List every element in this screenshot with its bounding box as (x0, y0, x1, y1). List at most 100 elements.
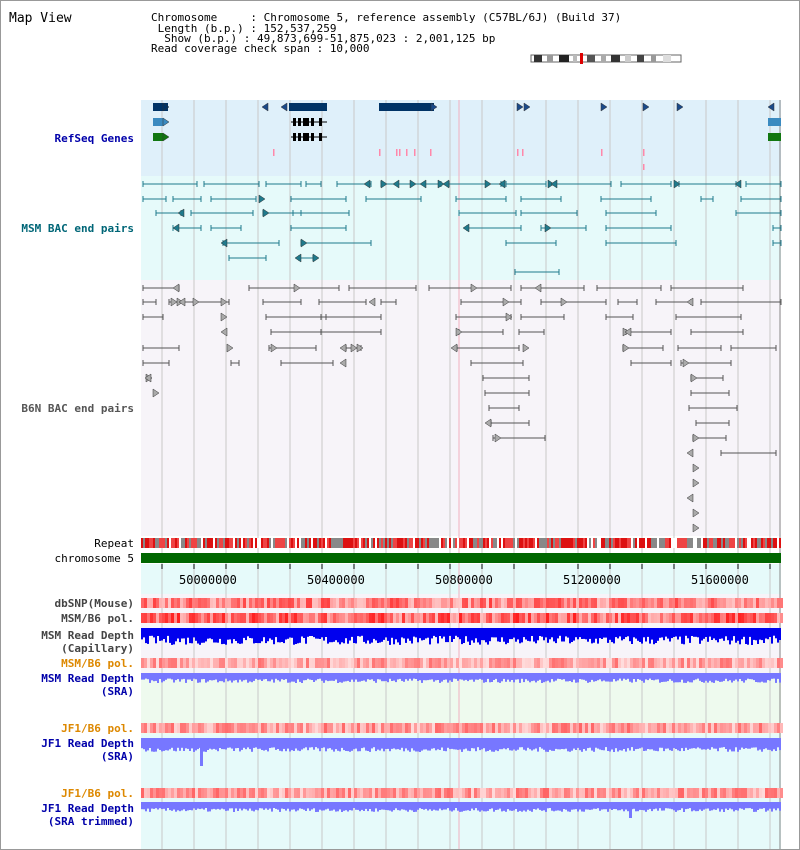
depth-bar (581, 673, 583, 680)
depth-bar (643, 673, 645, 683)
chromosome-ideogram[interactable] (529, 52, 687, 66)
track-label-jf1-b6-pol[interactable]: JF1/B6 pol. (61, 722, 134, 735)
gene-mark (379, 149, 381, 156)
track-label-b6n-bac[interactable]: B6N BAC end pairs (21, 402, 134, 415)
repeat-mark (173, 538, 175, 548)
heat-cell (660, 598, 663, 608)
depth-bar (285, 628, 287, 640)
depth-bar (273, 673, 275, 683)
repeat-mark (569, 538, 571, 548)
track-label-msm-depth-cap[interactable]: MSM Read Depth (41, 629, 134, 642)
repeat-mark (245, 538, 247, 548)
heat-cell (669, 598, 672, 608)
repeat-mark (393, 538, 395, 548)
repeat-mark (451, 538, 453, 548)
heat-cell (474, 598, 477, 608)
depth-bar (507, 802, 509, 810)
depth-bar (417, 628, 419, 643)
track-label-refseq[interactable]: RefSeq Genes (54, 132, 134, 145)
repeat-mark (479, 538, 481, 548)
track-label-msm-b6-pol-sra[interactable]: MSM/B6 pol. (61, 657, 134, 670)
depth-bar (149, 802, 151, 812)
depth-bar (755, 673, 757, 682)
bac-arrow (673, 179, 681, 189)
gene-exon (319, 118, 322, 126)
depth-bar (283, 628, 285, 644)
depth-bar (327, 738, 329, 749)
heat-cell (465, 613, 468, 623)
depth-bar (717, 628, 719, 643)
depth-bar (413, 673, 415, 679)
bac-arrow (686, 297, 694, 307)
heat-cell (348, 658, 351, 668)
heat-cell (771, 723, 774, 733)
heat-cell (543, 598, 546, 608)
depth-bar (435, 802, 437, 811)
repeat-mark (331, 538, 333, 548)
depth-bar (647, 738, 649, 749)
heat-cell (258, 613, 261, 623)
heat-cell (438, 723, 441, 733)
heat-cell (348, 788, 351, 798)
heat-cell (495, 598, 498, 608)
repeat-mark (395, 538, 397, 548)
depth-bar (227, 738, 229, 748)
depth-bar (155, 738, 157, 752)
heat-cell (156, 598, 159, 608)
heat-cell (207, 723, 210, 733)
heat-cell (432, 613, 435, 623)
depth-bar (175, 673, 177, 681)
heat-cell (729, 658, 732, 668)
heat-cell (417, 658, 420, 668)
depth-bar (521, 802, 523, 812)
bac-arrow (172, 283, 180, 293)
heat-cell (438, 613, 441, 623)
depth-bar (591, 802, 593, 810)
heat-cell (276, 598, 279, 608)
heat-cell (441, 598, 444, 608)
depth-bar (503, 802, 505, 811)
track-label-dbsnp[interactable]: dbSNP(Mouse) (54, 597, 134, 610)
heat-cell (258, 788, 261, 798)
track-label-msm-b6-pol[interactable]: MSM/B6 pol. (61, 612, 134, 625)
heat-cell (582, 613, 585, 623)
depth-bar (331, 738, 333, 750)
bac-arrow (692, 523, 700, 533)
repeat-mark (323, 538, 325, 548)
heat-cell (759, 613, 762, 623)
depth-bar (653, 673, 655, 681)
depth-bar (375, 738, 377, 752)
depth-bar (247, 802, 249, 811)
heat-cell (141, 788, 144, 798)
depth-bar (327, 628, 329, 644)
heat-cell (162, 613, 165, 623)
depth-bar (667, 738, 669, 749)
heat-cell (771, 598, 774, 608)
heat-cell (648, 723, 651, 733)
depth-bar (521, 628, 523, 643)
repeat-mark (237, 538, 239, 548)
repeat-mark (379, 538, 381, 548)
repeat-mark (593, 538, 595, 548)
repeat-mark (251, 538, 253, 548)
heat-cell (414, 613, 417, 623)
depth-bar (581, 802, 583, 812)
depth-bar (167, 628, 169, 636)
depth-bar (585, 628, 587, 640)
depth-bar (199, 673, 201, 683)
bac-arrow (294, 253, 302, 263)
depth-bar (739, 628, 741, 645)
depth-bar (321, 738, 323, 748)
track-label-jf1-depth[interactable]: JF1 Read Depth (41, 737, 134, 750)
depth-bar (149, 673, 151, 683)
track-label-msm-depth-sra[interactable]: MSM Read Depth (41, 672, 134, 685)
track-label-jf1-depth-trim[interactable]: JF1 Read Depth (41, 802, 134, 815)
track-label-msm-bac[interactable]: MSM BAC end pairs (21, 222, 134, 235)
depth-bar (439, 738, 441, 750)
heat-cell (591, 788, 594, 798)
track-label-jf1-b6-pol-trim[interactable]: JF1/B6 pol. (61, 787, 134, 800)
depth-bar (445, 673, 447, 680)
heat-cell (378, 723, 381, 733)
heat-cell (402, 788, 405, 798)
